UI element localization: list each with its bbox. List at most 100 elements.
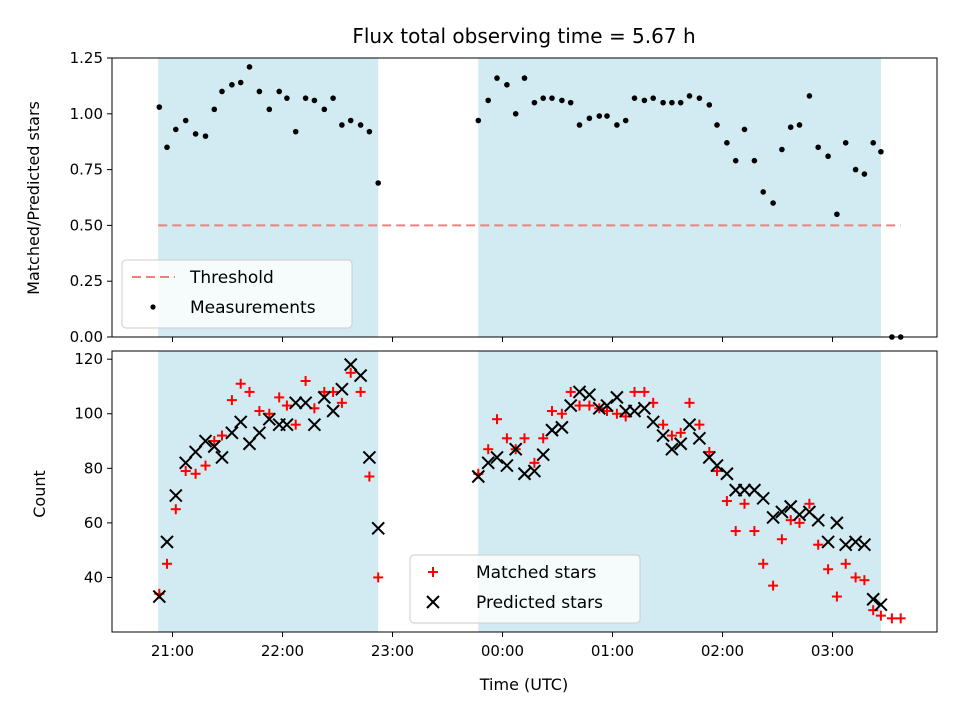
measurement-point <box>366 128 373 135</box>
matched-star-point <box>658 419 669 430</box>
count-y-ticks: 40 60 80 100 120 <box>74 350 112 586</box>
predicted-star-point <box>252 426 267 440</box>
predicted-star-point <box>160 535 174 549</box>
matched-star-point <box>274 392 285 403</box>
predicted-star-point <box>500 458 514 473</box>
predicted-star-point <box>233 415 248 429</box>
matched-star-point <box>813 539 824 550</box>
predicted-star-point <box>317 390 332 405</box>
predicted-star-point <box>471 469 486 484</box>
predicted-star-point <box>665 442 679 456</box>
y-tick-label: 0.75 <box>70 161 103 179</box>
matched-star-point <box>721 496 732 507</box>
predicted-star-point <box>517 467 532 481</box>
predicted-star-point <box>682 417 697 432</box>
measurement-point <box>202 133 209 139</box>
predicted-star-point <box>490 450 504 465</box>
matched-star-point <box>336 397 347 408</box>
matched-star-point <box>529 457 540 468</box>
measurement-point <box>504 81 510 88</box>
predicted-star-point <box>592 401 607 415</box>
matched-star-point <box>364 471 375 482</box>
matched-star-point <box>684 397 695 408</box>
matched-star-point <box>831 591 842 602</box>
predicted-star-point <box>545 423 559 437</box>
measurement-point <box>614 122 620 128</box>
measurement-point <box>631 95 638 101</box>
predicted-star-point <box>481 456 495 470</box>
measurement-point <box>485 97 492 104</box>
predicted-star-point <box>637 401 652 415</box>
measurement-point <box>815 144 821 151</box>
x-tick-label: 21:00 <box>151 642 194 660</box>
measurement-point <box>256 88 263 95</box>
matched-star-point <box>804 498 815 509</box>
matched-star-point <box>345 367 356 378</box>
predicted-star-point <box>756 491 770 506</box>
matched-star-point <box>794 517 805 528</box>
matched-star-point <box>859 575 870 586</box>
matched-star-point <box>704 446 715 457</box>
predicted-star-point <box>673 437 688 451</box>
measurement-point <box>173 126 179 133</box>
measurement-point <box>182 117 189 124</box>
matched-star-point <box>235 378 246 389</box>
predicted-star-point <box>866 592 880 606</box>
matched-star-point <box>355 386 366 397</box>
matched-star-points <box>154 367 906 624</box>
predicted-star-point <box>646 415 660 429</box>
measurement-point <box>650 95 656 101</box>
measurement-point <box>284 95 290 101</box>
matched-star-point <box>492 414 502 425</box>
measurement-point <box>751 157 758 164</box>
predicted-star-point <box>848 535 863 549</box>
measurement-point <box>770 200 776 206</box>
measurement-point <box>531 99 538 106</box>
measurement-points <box>156 64 904 340</box>
predicted-star-point <box>766 510 780 525</box>
measurement-point <box>686 93 693 99</box>
x-tick-label: 22:00 <box>261 642 304 660</box>
matched-star-point <box>483 444 494 455</box>
predicted-star-point <box>536 447 550 462</box>
measurement-point <box>512 111 519 117</box>
predicted-star-point <box>298 396 313 410</box>
predicted-star-point <box>811 513 825 527</box>
predicted-star-point <box>307 417 322 432</box>
matched-star-point <box>290 419 301 430</box>
measurement-point <box>246 64 253 70</box>
ratio-x-ticks <box>172 337 833 342</box>
count-y-axis-label: Count <box>30 470 49 518</box>
matched-star-point <box>373 572 384 583</box>
observing-window <box>478 58 881 337</box>
measurements-legend-swatch <box>150 304 156 310</box>
measurement-point <box>302 95 309 101</box>
matched-star-point <box>712 466 722 477</box>
predicted-star-point <box>737 483 752 497</box>
measurement-point <box>834 211 840 218</box>
measurement-point <box>276 88 283 95</box>
y-tick-label: 1.00 <box>70 105 103 123</box>
y-tick-label: 0.00 <box>70 328 103 346</box>
predicted-star-point <box>710 458 724 473</box>
predicted-star-point <box>555 420 569 435</box>
measurement-point <box>559 97 565 104</box>
matched-star-point <box>254 406 265 417</box>
measurement-point <box>741 126 748 133</box>
y-tick-label: 100 <box>74 405 103 423</box>
matched-star-point <box>281 400 292 411</box>
measurement-point <box>321 106 328 113</box>
measurement-point <box>696 95 703 101</box>
measurement-point <box>549 95 555 101</box>
matched-star-point <box>823 564 834 575</box>
measurement-point <box>852 166 859 173</box>
threshold-legend-label: Threshold <box>189 268 274 288</box>
predicted-star-point <box>692 431 707 446</box>
y-tick-label: 0.25 <box>70 272 103 290</box>
matched-star-point <box>319 386 330 397</box>
matched-star-point <box>264 408 275 419</box>
measurement-point <box>192 131 199 137</box>
matched-star-point <box>886 613 897 624</box>
measurement-point <box>870 140 876 146</box>
